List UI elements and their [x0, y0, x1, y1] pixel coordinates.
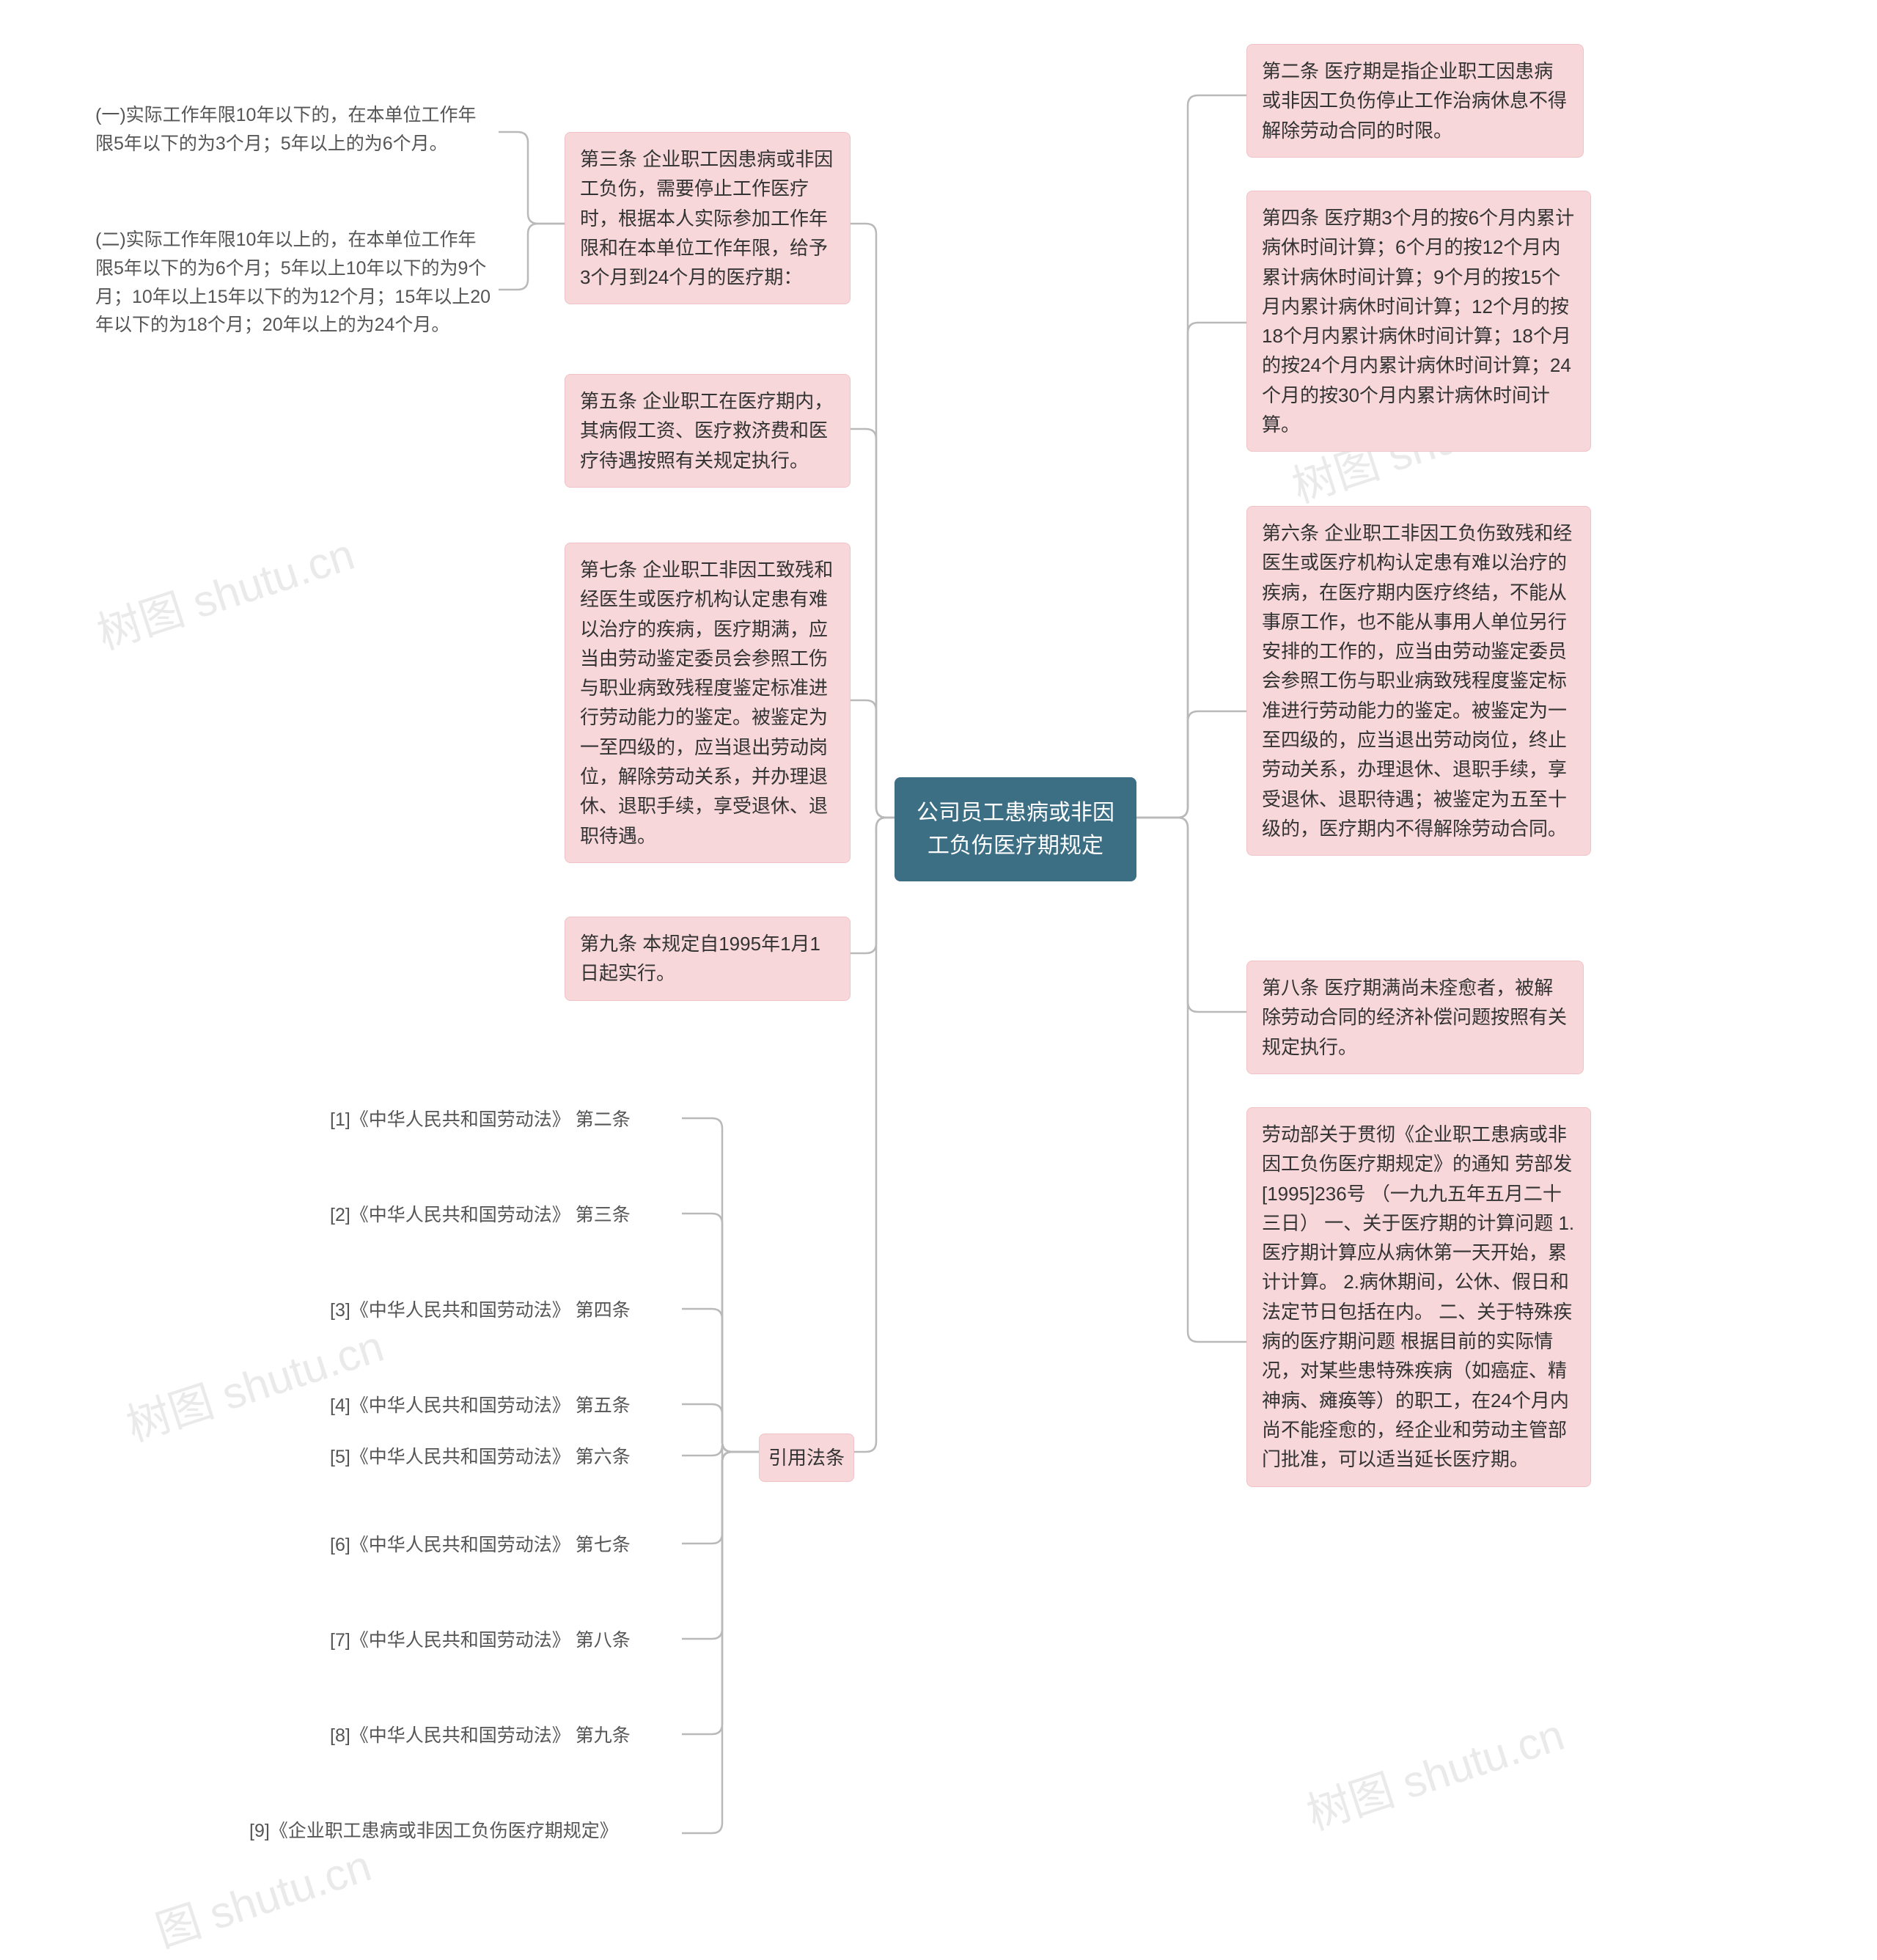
watermark: 树图 shutu.cn [88, 519, 361, 662]
ref-law-item[interactable]: [1]《中华人民共和国劳动法》 第二条 [323, 1100, 704, 1140]
node-article-5[interactable]: 第五条 企业职工在医疗期内，其病假工资、医疗救济费和医疗待遇按照有关规定执行。 [565, 374, 851, 488]
node-notice[interactable]: 劳动部关于贯彻《企业职工患病或非因工负伤医疗期规定》的通知 劳部发[1995]2… [1246, 1107, 1591, 1487]
ref-law-item[interactable]: [6]《中华人民共和国劳动法》 第七条 [323, 1525, 704, 1566]
ref-law-item[interactable]: [8]《中华人民共和国劳动法》 第九条 [323, 1716, 704, 1756]
ref-law-item[interactable]: [3]《中华人民共和国劳动法》 第四条 [323, 1291, 704, 1331]
watermark: 树图 shutu.cn [1298, 1700, 1571, 1843]
node-article-2[interactable]: 第二条 医疗期是指企业职工因患病或非因工负伤停止工作治病休息不得解除劳动合同的时… [1246, 44, 1584, 158]
ref-law-item[interactable]: [4]《中华人民共和国劳动法》 第五条 [323, 1386, 704, 1426]
mindmap-canvas: 树图 shutu.cn 树图 shutu.cn 树图 shutu.cn 树图 s… [0, 0, 1877, 1908]
node-article-4[interactable]: 第四条 医疗期3个月的按6个月内累计病休时间计算；6个月的按12个月内累计病休时… [1246, 191, 1591, 452]
node-ref-law-label[interactable]: 引用法条 [759, 1434, 854, 1482]
node-article-3-sub-1[interactable]: (一)实际工作年限10年以下的，在本单位工作年限5年以下的为3个月；5年以上的为… [88, 95, 499, 164]
ref-law-item[interactable]: [2]《中华人民共和国劳动法》 第三条 [323, 1195, 704, 1236]
ref-law-item[interactable]: [5]《中华人民共和国劳动法》 第六条 [323, 1437, 704, 1478]
node-article-3-sub-2[interactable]: (二)实际工作年限10年以上的，在本单位工作年限5年以下的为6个月；5年以上10… [88, 220, 499, 345]
node-article-7[interactable]: 第七条 企业职工非因工致残和经医生或医疗机构认定患有难以治疗的疾病，医疗期满，应… [565, 543, 851, 863]
node-article-9[interactable]: 第九条 本规定自1995年1月1日起实行。 [565, 917, 851, 1001]
ref-law-item[interactable]: [7]《中华人民共和国劳动法》 第八条 [323, 1621, 704, 1661]
node-article-8[interactable]: 第八条 医疗期满尚未痊愈者，被解除劳动合同的经济补偿问题按照有关规定执行。 [1246, 961, 1584, 1074]
node-article-3[interactable]: 第三条 企业职工因患病或非因工负伤，需要停止工作医疗时，根据本人实际参加工作年限… [565, 132, 851, 304]
watermark: 树图 shutu.cn [117, 1311, 391, 1454]
root-node[interactable]: 公司员工患病或非因工负伤医疗期规定 [895, 777, 1136, 881]
ref-law-item[interactable]: [9]《企业职工患病或非因工负伤医疗期规定》 [242, 1811, 697, 1851]
node-article-6[interactable]: 第六条 企业职工非因工负伤致残和经医生或医疗机构认定患有难以治疗的疾病，在医疗期… [1246, 506, 1591, 856]
